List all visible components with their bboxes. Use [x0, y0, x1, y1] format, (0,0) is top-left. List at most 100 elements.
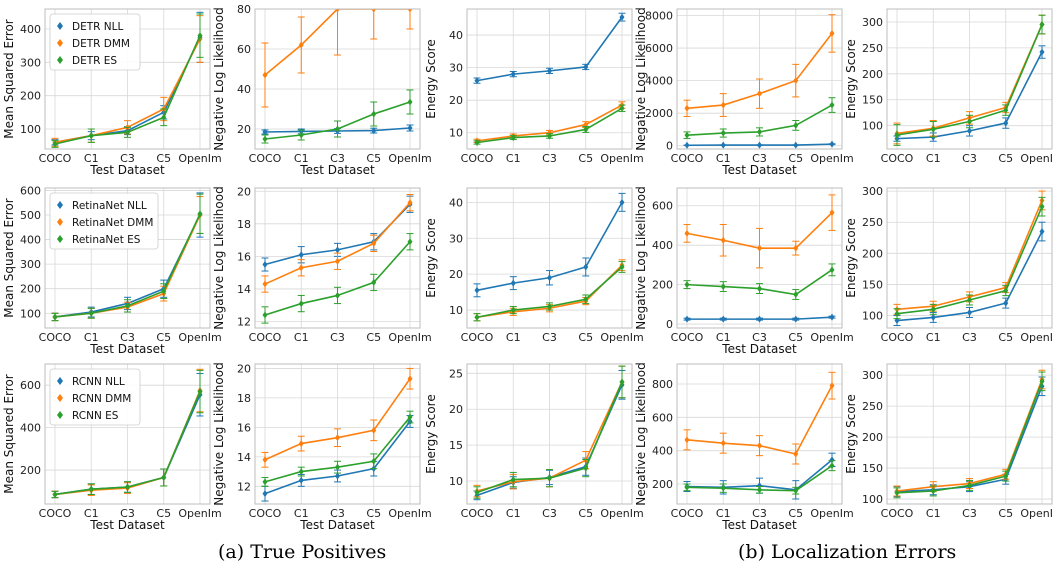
data-point	[547, 67, 552, 75]
data-point	[720, 141, 726, 149]
y-axis-label: Negative Log Likelihood	[634, 362, 648, 505]
data-point	[197, 210, 203, 218]
x-axis-label: Test Dataset	[299, 518, 375, 532]
x-tick-label: C5	[998, 152, 1013, 165]
data-point	[757, 141, 762, 149]
chart-panel: 200 400 600 800 COCO C1 C3 C5 OpenIm Test Dataset…	[634, 362, 854, 532]
x-tick-label: C3	[962, 507, 977, 520]
legend-box	[49, 13, 141, 71]
x-tick-label: OpenIm	[388, 152, 431, 165]
y-tick-label: 16	[237, 421, 251, 434]
x-axis-label: Test Dataset	[721, 342, 797, 356]
data-point	[52, 313, 58, 321]
x-tick-label: C5	[578, 331, 593, 344]
y-axis-label: Mean Squared Error	[2, 19, 16, 139]
data-point	[298, 131, 304, 139]
y-tick-label: 150	[862, 462, 883, 475]
x-tick-label: C1	[294, 507, 309, 520]
axes-frame	[676, 363, 843, 505]
data-point	[1039, 48, 1045, 56]
y-tick-label: 30	[449, 62, 463, 75]
data-point	[371, 9, 377, 13]
x-tick-label: C3	[752, 331, 767, 344]
data-point	[371, 426, 377, 434]
chart-panel: 10 20 30 40 COCO C1 C3 C5 OpenIm Energy Score	[424, 187, 644, 344]
data-point	[757, 442, 762, 450]
legend-marker	[57, 39, 63, 47]
x-tick-label: C3	[752, 507, 767, 520]
data-point	[757, 486, 762, 494]
x-tick-label: COCO	[671, 152, 704, 165]
x-tick-label: COCO	[249, 331, 282, 344]
x-tick-label: C3	[330, 152, 345, 165]
data-point	[757, 128, 762, 136]
x-tick-label: COCO	[39, 507, 72, 520]
data-point	[684, 229, 690, 237]
x-tick-label: C3	[542, 331, 557, 344]
x-tick-label: C5	[366, 507, 381, 520]
data-point	[684, 483, 690, 491]
data-point	[829, 209, 835, 217]
x-tick-label: C5	[156, 152, 171, 165]
data-point	[474, 138, 480, 146]
x-tick-label: COCO	[39, 331, 72, 344]
x-tick-label: C1	[294, 331, 309, 344]
chart-panel: 12 14 16 18 20 COCO C1 C3 C5 OpenIm Test Dataset Ne…	[212, 362, 432, 532]
axes-frame	[466, 187, 633, 329]
data-point	[829, 29, 835, 37]
data-point	[335, 246, 340, 254]
data-point	[197, 388, 203, 396]
x-tick-label: C1	[506, 152, 521, 165]
chart-panel: 12 14 16 18 20 COCO C1 C3 C5 OpenIm Negative Log L…	[212, 185, 432, 344]
plot-area	[683, 14, 836, 149]
x-tick-label: C1	[506, 331, 521, 344]
data-point	[720, 129, 726, 137]
x-tick-label: OpenIm	[388, 331, 431, 344]
y-tick-label: 20	[237, 123, 251, 136]
plot-area	[261, 367, 414, 502]
y-tick-label: 100	[20, 307, 41, 320]
x-tick-label: C3	[330, 331, 345, 344]
y-tick-label: 0	[666, 140, 673, 153]
data-point	[52, 140, 58, 148]
plot-area	[893, 190, 1046, 327]
data-point	[407, 9, 413, 13]
data-point	[371, 127, 377, 135]
y-axis-label: Negative Log Likelihood	[634, 186, 648, 329]
data-point	[161, 287, 167, 295]
data-point	[262, 478, 268, 486]
y-axis-label: Mean Squared Error	[2, 374, 16, 494]
x-axis-label: Test Dataset	[89, 163, 165, 177]
x-tick-label: C1	[926, 152, 941, 165]
data-point	[335, 257, 340, 265]
data-point	[720, 439, 726, 447]
data-point	[262, 71, 268, 79]
x-tick-label: OpenIm	[388, 507, 431, 520]
x-tick-label: C5	[156, 331, 171, 344]
data-point	[720, 101, 726, 109]
y-tick-label: 20	[237, 362, 251, 375]
data-point	[371, 239, 377, 247]
data-point	[474, 313, 480, 321]
data-point	[894, 310, 900, 318]
x-tick-label: COCO	[881, 152, 914, 165]
x-tick-label: C5	[578, 507, 593, 520]
data-point	[474, 77, 480, 85]
y-tick-label: 150	[862, 94, 883, 107]
data-point	[757, 315, 762, 323]
data-point	[407, 98, 413, 106]
data-point	[407, 124, 413, 132]
y-tick-label: 400	[652, 239, 673, 252]
y-tick-label: 200	[652, 478, 673, 491]
x-tick-label: OpenIm	[810, 331, 853, 344]
data-point	[298, 300, 304, 308]
legend-entry: DETR ES	[72, 55, 117, 67]
data-point	[829, 382, 835, 390]
legend-marker	[57, 411, 63, 419]
y-axis-label: Energy Score	[844, 394, 858, 473]
x-tick-label: C5	[788, 152, 803, 165]
x-tick-label: C3	[542, 152, 557, 165]
y-tick-label: 20	[237, 185, 251, 198]
data-point	[371, 110, 377, 118]
axes-frame	[676, 8, 843, 150]
